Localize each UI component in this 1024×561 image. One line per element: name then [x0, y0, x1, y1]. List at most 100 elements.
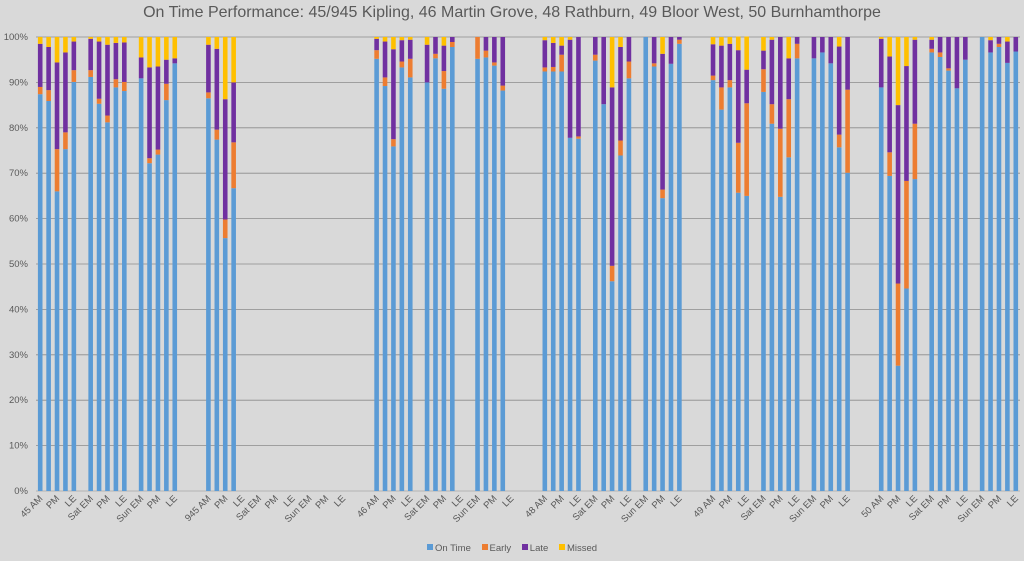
bar: [761, 37, 766, 492]
bar: [172, 37, 178, 491]
bar-segment-on-time: [542, 71, 548, 491]
bar-segment-missed: [71, 37, 77, 42]
bar-segment-missed: [567, 37, 573, 40]
bar-segment-on-time: [450, 46, 455, 491]
bar-segment-early: [836, 134, 842, 148]
bar-segment-on-time: [492, 65, 497, 492]
bar-segment-missed: [929, 37, 934, 40]
bar-segment-late: [492, 37, 497, 63]
bar: [46, 37, 51, 491]
bar-segment-on-time: [735, 192, 741, 492]
bar-segment-late: [450, 37, 455, 42]
bar-segment-early: [559, 54, 564, 72]
chart-title: On Time Performance: 45/945 Kipling, 46 …: [143, 4, 881, 21]
bar-segment-early: [122, 81, 127, 92]
bar: [786, 37, 792, 491]
bar-segment-on-time: [382, 86, 388, 492]
bar-segment-late: [996, 37, 1002, 44]
legend-label: On Time: [434, 543, 471, 554]
bar-segment-early: [407, 58, 413, 78]
bar-segment-early: [483, 50, 489, 58]
bar-segment-late: [147, 67, 152, 159]
bar: [946, 37, 951, 491]
bar: [96, 37, 102, 491]
bar: [164, 37, 169, 491]
x-tick-label: PM: [381, 493, 399, 511]
bar-segment-late: [963, 37, 968, 60]
bar-segment-on-time: [845, 172, 850, 491]
bar-segment-early: [735, 142, 741, 193]
bar-segment-late: [912, 39, 918, 124]
bar-segment-late: [1005, 41, 1010, 63]
x-tick-label: PM: [650, 493, 668, 511]
bar-segment-on-time: [500, 90, 506, 492]
bar: [735, 36, 741, 492]
bar-segment-early: [88, 70, 93, 77]
y-tick-label: 90%: [9, 77, 29, 88]
x-tick-label: 45 AM: [19, 493, 46, 520]
bar-segment-late: [954, 37, 960, 89]
y-tick-label: 80%: [9, 123, 29, 134]
bar: [651, 37, 657, 491]
bar-segment-late: [433, 37, 438, 54]
bar: [576, 37, 581, 492]
bar-segment-missed: [54, 37, 60, 63]
legend-label: Missed: [566, 543, 598, 554]
bar-segment-late: [820, 37, 825, 53]
bar: [500, 37, 506, 492]
bar-segment-missed: [878, 37, 884, 39]
y-tick-label: 100%: [4, 32, 29, 43]
bar-segment-early: [164, 83, 169, 101]
bar-segment-on-time: [744, 195, 749, 491]
bar-segment-on-time: [164, 100, 169, 491]
bar: [1005, 37, 1010, 492]
bar-segment-on-time: [54, 191, 60, 492]
bar-segment-late: [651, 37, 657, 64]
bar-segment-on-time: [88, 76, 93, 492]
y-tick-label: 10%: [9, 441, 29, 452]
y-tick-label: 40%: [9, 304, 29, 315]
bar: [668, 37, 674, 491]
bar-segment-late: [164, 59, 169, 84]
bar-segment-on-time: [138, 78, 144, 492]
legend: On Time Early Late Missed: [0, 543, 1024, 554]
bar-segment-late: [96, 41, 102, 99]
x-tick-label: PM: [313, 493, 331, 511]
bar-segment-missed: [138, 37, 144, 58]
bar-segment-early: [475, 37, 480, 59]
gridlines: [36, 36, 1020, 492]
bar-segment-on-time: [122, 91, 127, 491]
bar-segment-late: [937, 37, 943, 53]
bar-segment-early: [63, 132, 68, 150]
bar-segment-late: [735, 50, 741, 143]
bar-segment-on-time: [475, 58, 480, 492]
bar-segment-on-time: [996, 46, 1002, 491]
bar-segment-early: [618, 140, 623, 156]
bar-segment-early: [912, 123, 918, 180]
bar-segment-missed: [710, 37, 716, 45]
bar-segment-late: [424, 44, 430, 83]
bar-segment-missed: [660, 37, 665, 54]
bar-segment-missed: [559, 37, 564, 46]
bar: [836, 37, 842, 491]
bar-segment-on-time: [46, 101, 51, 491]
bar: [988, 37, 993, 491]
bar: [382, 37, 388, 492]
bar: [794, 37, 800, 491]
bar-segment-missed: [88, 37, 93, 39]
bar-segment-missed: [206, 37, 211, 45]
bar-segment-missed: [172, 37, 178, 59]
x-tick-label: LE: [164, 493, 180, 509]
bar: [744, 36, 749, 491]
bar: [424, 37, 430, 492]
bar-segment-late: [542, 40, 548, 68]
bar-segment-early: [399, 61, 405, 68]
bar: [433, 37, 438, 491]
y-tick-label: 50%: [9, 259, 29, 270]
bar: [778, 37, 783, 492]
bar-segment-late: [988, 40, 993, 53]
legend-item-missed: Missed: [558, 543, 598, 554]
bar-segment-late: [214, 48, 220, 130]
bar-segment-on-time: [828, 63, 834, 491]
bar-segment-late: [71, 41, 77, 71]
